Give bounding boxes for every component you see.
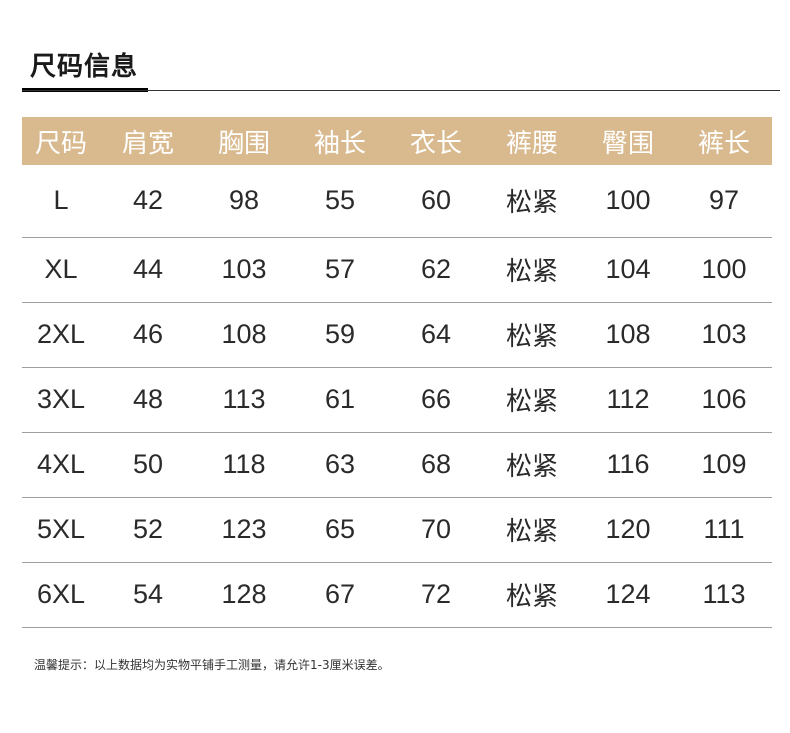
cell: 46 <box>132 319 164 349</box>
cell: 108 <box>605 319 651 349</box>
cell: 55 <box>324 185 356 216</box>
cell: 118 <box>222 449 266 479</box>
cell-size: 2XL <box>36 319 86 349</box>
cell-size: 3XL <box>36 384 86 414</box>
cell: 48 <box>132 384 164 414</box>
header-sleeve: 袖长 <box>313 128 366 159</box>
cell-size: 5XL <box>36 514 86 544</box>
cell: 106 <box>701 384 747 414</box>
cell: 113 <box>222 384 266 414</box>
cell: 112 <box>606 384 650 414</box>
cell: 97 <box>708 185 740 216</box>
cell: 108 <box>221 319 267 349</box>
cell: 44 <box>132 254 164 284</box>
cell: 124 <box>605 579 651 609</box>
cell: 68 <box>420 449 452 479</box>
header-length: 衣长 <box>409 128 462 159</box>
cell: 111 <box>703 514 745 544</box>
cell: 116 <box>606 449 650 479</box>
cell: 42 <box>132 185 164 216</box>
cell: 50 <box>132 449 164 479</box>
cell: 65 <box>324 514 356 544</box>
cell: 松紧 <box>505 257 558 287</box>
cell: 98 <box>228 185 260 216</box>
cell-size: 6XL <box>36 579 86 609</box>
page-title: 尺码信息 <box>30 52 139 82</box>
header-size: 尺码 <box>34 128 87 159</box>
table-row: 4XL 50 118 63 68 松紧 116 109 <box>22 432 772 497</box>
table-row: 5XL 52 123 65 70 松紧 120 111 <box>22 497 772 562</box>
table-row: 3XL 48 113 61 66 松紧 112 106 <box>22 367 772 432</box>
cell: 66 <box>420 384 452 414</box>
cell: 64 <box>420 319 452 349</box>
header-hip: 臀围 <box>601 128 654 159</box>
cell: 67 <box>324 579 356 609</box>
table-row: L 42 98 55 60 松紧 100 97 <box>22 165 772 237</box>
table-row: 2XL 46 108 59 64 松紧 108 103 <box>22 302 772 367</box>
table-header-row: 尺码 肩宽 胸围 袖长 衣长 裤腰 臀围 裤长 <box>22 117 772 165</box>
cell: 62 <box>420 254 452 284</box>
cell: 103 <box>221 254 267 284</box>
cell: 52 <box>132 514 164 544</box>
table-row: 6XL 54 128 67 72 松紧 124 113 <box>22 562 772 627</box>
header-pants-length: 裤长 <box>697 128 750 159</box>
cell: 松紧 <box>505 517 558 547</box>
cell: 100 <box>605 185 651 216</box>
header-waist: 裤腰 <box>505 128 558 159</box>
cell: 63 <box>324 449 356 479</box>
size-table: 尺码 肩宽 胸围 袖长 衣长 裤腰 臀围 裤长 L 42 98 55 60 松紧… <box>22 117 772 628</box>
cell: 120 <box>605 514 651 544</box>
cell: 57 <box>324 254 356 284</box>
cell-size: L <box>53 185 69 216</box>
header-chest: 胸围 <box>217 128 270 159</box>
cell: 109 <box>701 449 747 479</box>
cell-size: XL <box>44 254 78 284</box>
divider <box>22 90 780 91</box>
cell: 松紧 <box>505 452 558 482</box>
measurement-note: 温馨提示：以上数据均为实物平铺手工测量，请允许1-3厘米误差。 <box>34 658 390 672</box>
table-row: XL 44 103 57 62 松紧 104 100 <box>22 237 772 302</box>
cell: 松紧 <box>505 582 558 612</box>
cell: 70 <box>420 514 452 544</box>
cell: 128 <box>221 579 267 609</box>
cell-size: 4XL <box>36 449 86 479</box>
cell: 59 <box>324 319 356 349</box>
cell: 60 <box>420 185 452 216</box>
cell: 54 <box>132 579 164 609</box>
cell: 113 <box>702 579 746 609</box>
cell: 100 <box>701 254 747 284</box>
cell: 61 <box>324 384 356 414</box>
cell: 72 <box>420 579 452 609</box>
cell: 松紧 <box>505 322 558 352</box>
cell: 123 <box>221 514 267 544</box>
cell: 103 <box>701 319 747 349</box>
cell: 松紧 <box>505 387 558 417</box>
header-shoulder: 肩宽 <box>121 128 174 159</box>
cell: 104 <box>605 254 651 284</box>
cell: 松紧 <box>505 188 558 219</box>
